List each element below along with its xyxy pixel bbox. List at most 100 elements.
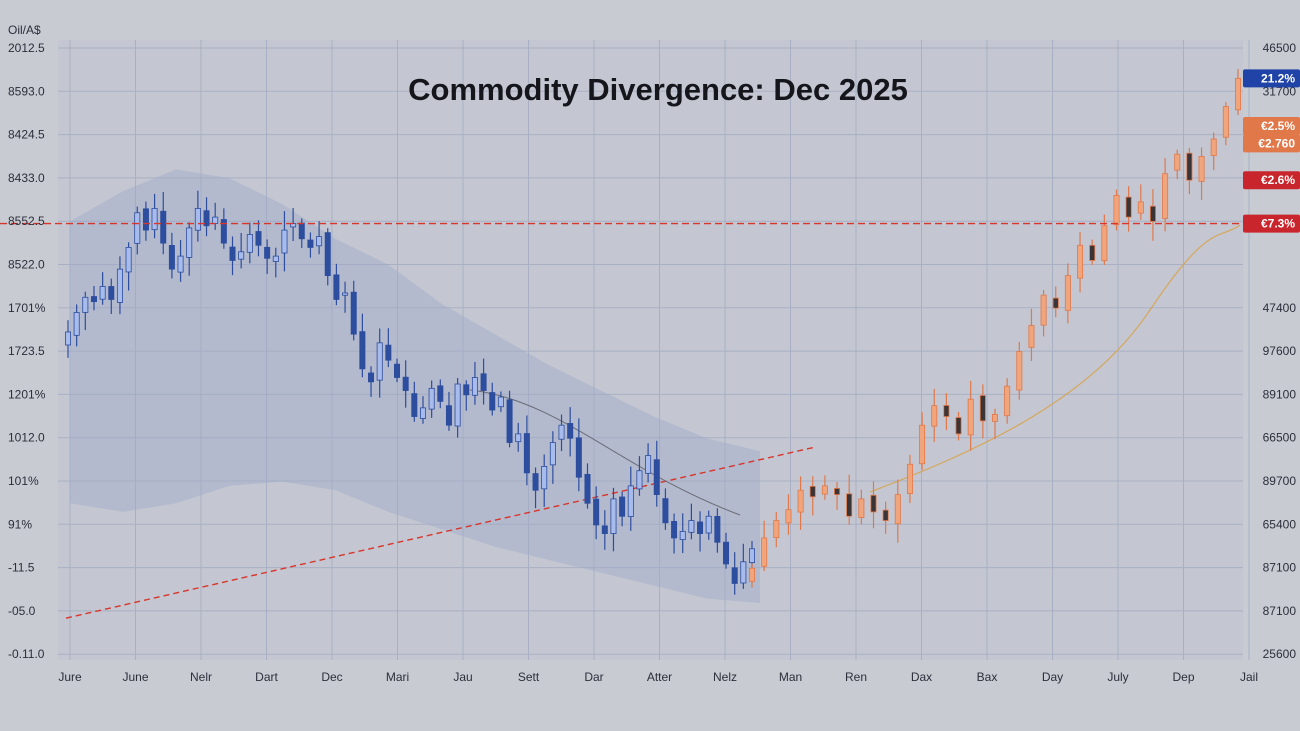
candle-body <box>1174 153 1181 171</box>
candle-body <box>437 385 444 402</box>
candle-body <box>506 399 513 443</box>
candlesticks <box>65 69 1242 595</box>
right-tick-label: 25600 <box>1263 647 1297 661</box>
price-tags: 21.2% €2.5% €2.760 €2.6% €7.3% <box>1243 69 1300 233</box>
candle-body <box>342 292 349 296</box>
right-tick-label: 87100 <box>1263 604 1297 618</box>
x-tick-label: Nelr <box>190 670 212 684</box>
candle-body <box>1186 152 1193 181</box>
candle-body <box>761 537 768 567</box>
candle-body <box>1162 173 1169 219</box>
candle-body <box>272 255 279 262</box>
candle-body <box>723 541 730 565</box>
candle-body <box>402 376 409 391</box>
candle-body <box>151 208 158 231</box>
candle-body <box>316 236 323 247</box>
price-tag <box>1243 134 1300 153</box>
candle-body <box>290 223 297 228</box>
candle-body <box>134 212 141 244</box>
price-tag <box>1243 214 1300 233</box>
candle-body <box>445 405 452 426</box>
candle-body <box>714 515 721 543</box>
candle-body <box>979 395 986 422</box>
x-tick-label: Bax <box>977 670 998 684</box>
candle-body <box>1149 205 1156 222</box>
candle-body <box>90 296 97 303</box>
candle-body <box>662 498 669 524</box>
candle-body <box>1210 138 1217 156</box>
x-tick-label: Dart <box>255 670 278 684</box>
x-tick-label: Jure <box>58 670 82 684</box>
candle-body <box>671 520 678 539</box>
candle-body <box>653 459 660 495</box>
candle-body <box>575 437 582 478</box>
left-axis-title: Oil/A$ <box>8 23 41 37</box>
candle-body <box>368 372 375 383</box>
candle-body <box>906 463 913 495</box>
candle-body <box>480 373 487 391</box>
left-tick-label: 8424.5 <box>8 128 45 142</box>
candle-body <box>610 498 617 534</box>
candle-body <box>489 392 496 411</box>
candle-body <box>1040 294 1047 326</box>
candle-body <box>108 286 115 300</box>
x-tick-label: Dec <box>321 670 342 684</box>
candle-body <box>870 494 877 513</box>
candle-body <box>549 442 556 466</box>
candle-body <box>220 219 227 244</box>
left-axis: 2012.5 8593.0 8424.5 8433.0 8552.5 8522.0 1701… <box>8 41 46 661</box>
left-tick-label: 1012.0 <box>8 431 45 445</box>
candle-body <box>679 531 686 541</box>
candle-body <box>894 494 901 525</box>
candle-body <box>584 473 591 504</box>
candle-body <box>385 344 392 361</box>
candle-body <box>168 245 175 270</box>
candle-body <box>73 312 80 336</box>
right-tick-label: 66500 <box>1263 431 1297 445</box>
plot-area <box>58 40 1243 660</box>
candle-body <box>411 393 418 417</box>
candle-body <box>307 239 314 248</box>
right-tick-label: 65400 <box>1263 517 1297 531</box>
candle-body <box>497 396 504 408</box>
candle-body <box>515 433 522 443</box>
candle-body <box>471 377 478 396</box>
price-tag-label: €2.760 <box>1258 136 1295 150</box>
candle-body <box>749 548 756 564</box>
x-tick-label: Mari <box>386 670 409 684</box>
candle-body <box>177 255 184 273</box>
candle-body <box>1137 201 1144 214</box>
x-tick-label: Dar <box>584 670 603 684</box>
left-tick-label: 1201% <box>8 387 46 401</box>
candle-body <box>116 268 123 303</box>
right-axis: 46500 31700 47400 97600 89100 66500 89700 65400… <box>1263 41 1297 661</box>
candle-body <box>601 525 608 535</box>
left-tick-label: 1723.5 <box>8 344 45 358</box>
left-tick-label: 1701% <box>8 301 46 315</box>
right-tick-label: 89700 <box>1263 474 1297 488</box>
candle-body <box>1125 196 1132 218</box>
price-tag <box>1243 117 1300 136</box>
candle-body <box>846 493 853 517</box>
candle-body <box>731 567 738 584</box>
x-tick-label: Jau <box>453 670 472 684</box>
right-tick-label: 97600 <box>1263 344 1297 358</box>
candle-body <box>1089 244 1096 261</box>
x-tick-label: Nelz <box>713 670 737 684</box>
candle-body <box>523 433 530 474</box>
candle-body <box>394 363 401 378</box>
candle-body <box>697 521 704 534</box>
x-tick-label: Ren <box>845 670 867 684</box>
candle-body <box>858 498 865 518</box>
candle-body <box>160 210 167 244</box>
right-tick-label: 47400 <box>1263 301 1297 315</box>
candle-body <box>298 222 305 240</box>
candle-body <box>428 387 435 410</box>
candle-body <box>186 227 193 258</box>
candle-body <box>1235 77 1242 111</box>
candle-body <box>203 210 210 227</box>
price-tag <box>1243 69 1300 88</box>
candle-body <box>1016 351 1023 391</box>
trend-curve <box>869 224 1241 493</box>
